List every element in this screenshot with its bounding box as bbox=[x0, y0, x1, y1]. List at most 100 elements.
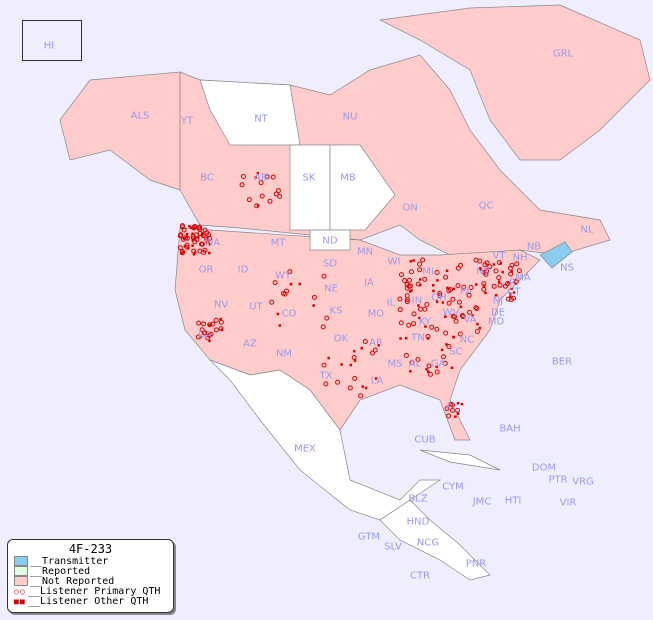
listener-other-marker bbox=[418, 278, 422, 281]
region-label-nv: NV bbox=[213, 299, 229, 311]
square-icon: ■■ bbox=[14, 596, 26, 606]
region-label-blz: BLZ bbox=[408, 493, 428, 505]
listener-primary-marker bbox=[321, 273, 327, 279]
listener-other-marker bbox=[408, 290, 412, 293]
listener-primary-marker bbox=[407, 277, 413, 283]
listener-primary-marker bbox=[210, 321, 216, 327]
listener-primary-marker bbox=[467, 309, 473, 315]
region-label-ctr: CTR bbox=[409, 570, 431, 582]
listener-primary-marker bbox=[446, 413, 452, 419]
not-reported-swatch bbox=[14, 576, 28, 586]
listener-primary-marker bbox=[246, 197, 252, 203]
listener-primary-marker bbox=[422, 276, 428, 282]
listener-primary-marker bbox=[411, 321, 417, 327]
listener-other-marker bbox=[452, 335, 455, 339]
listener-primary-marker bbox=[450, 296, 456, 302]
cuba bbox=[419, 449, 501, 471]
listener-primary-marker bbox=[397, 296, 403, 302]
listener-other-marker bbox=[192, 253, 196, 256]
region-label-bah: BAH bbox=[499, 423, 521, 435]
region-label-mt: MT bbox=[270, 237, 286, 249]
listener-primary-marker bbox=[511, 295, 517, 301]
listener-markers bbox=[177, 172, 522, 419]
listener-primary-marker bbox=[434, 326, 440, 332]
region-label-ga: GA bbox=[430, 358, 446, 370]
listener-primary-marker bbox=[487, 264, 493, 270]
listener-primary-marker bbox=[273, 191, 279, 197]
listener-primary-marker bbox=[497, 282, 503, 288]
region-label-nd: ND bbox=[322, 235, 338, 247]
listener-other-marker bbox=[432, 289, 435, 293]
listener-other-marker bbox=[364, 386, 368, 390]
listener-other-marker bbox=[409, 260, 413, 263]
listener-other-marker bbox=[349, 363, 353, 367]
listener-other-marker bbox=[435, 300, 439, 303]
listener-primary-marker bbox=[417, 267, 423, 273]
listener-other-marker bbox=[312, 304, 315, 307]
region-label-pnr: PNR bbox=[465, 558, 487, 570]
listener-primary-marker bbox=[180, 236, 186, 242]
listener-primary-marker bbox=[320, 324, 326, 330]
listener-other-marker bbox=[509, 295, 512, 298]
listener-primary-marker bbox=[324, 315, 330, 321]
listener-primary-marker bbox=[461, 284, 467, 290]
listener-primary-marker bbox=[473, 257, 479, 263]
listener-other-marker bbox=[454, 415, 457, 418]
listener-primary-marker bbox=[284, 288, 290, 294]
region-label-nt: NT bbox=[254, 113, 268, 125]
listener-other-marker bbox=[450, 366, 454, 370]
listener-primary-marker bbox=[458, 262, 464, 268]
listener-other-marker bbox=[182, 250, 186, 254]
listener-primary-marker bbox=[258, 180, 264, 186]
greenland bbox=[378, 4, 651, 161]
listener-primary-marker bbox=[425, 333, 431, 339]
listener-other-marker bbox=[208, 324, 211, 327]
listener-primary-marker bbox=[201, 321, 207, 327]
listener-primary-marker bbox=[369, 350, 375, 356]
listener-primary-marker bbox=[206, 332, 212, 338]
listener-primary-marker bbox=[177, 233, 183, 239]
listener-other-marker bbox=[501, 270, 504, 274]
listener-primary-marker bbox=[196, 320, 202, 326]
region-label-de: DE bbox=[490, 307, 506, 319]
listener-primary-marker bbox=[272, 280, 278, 286]
listener-primary-marker bbox=[474, 328, 480, 334]
listener-primary-marker bbox=[426, 363, 432, 369]
legend-transmitter: __Transmitter bbox=[8, 556, 173, 567]
listener-other-marker bbox=[510, 270, 513, 273]
region-label-al: AL bbox=[408, 358, 422, 370]
listener-primary-marker bbox=[516, 268, 522, 274]
legend-not-reported-label: __Not Reported bbox=[30, 575, 115, 587]
listener-other-marker bbox=[327, 356, 330, 360]
listener-primary-marker bbox=[450, 313, 456, 319]
usa bbox=[174, 227, 541, 441]
listener-primary-marker bbox=[213, 317, 219, 323]
region-label-nl: NL bbox=[580, 224, 594, 236]
listener-primary-marker bbox=[411, 311, 417, 317]
listener-other-marker bbox=[436, 279, 439, 282]
listener-other-marker bbox=[482, 284, 486, 287]
region-label-nb: NB bbox=[526, 241, 542, 253]
region-label-wy: WY bbox=[275, 270, 291, 282]
region-label-sk: SK bbox=[302, 172, 316, 184]
listener-other-marker bbox=[417, 304, 420, 307]
listener-other-marker bbox=[456, 401, 460, 405]
listener-primary-marker bbox=[199, 241, 205, 247]
listener-primary-marker bbox=[446, 343, 452, 349]
region-label-gtm: GTM bbox=[357, 531, 381, 543]
listener-primary-marker bbox=[407, 283, 413, 289]
region-label-md: MD bbox=[487, 316, 505, 328]
listener-primary-marker bbox=[448, 401, 454, 407]
hawaii-inset bbox=[22, 20, 82, 61]
listener-primary-marker bbox=[270, 174, 276, 180]
listener-other-marker bbox=[471, 314, 474, 317]
listener-primary-marker bbox=[513, 279, 519, 285]
region-label-hnd: HND bbox=[406, 516, 430, 528]
region-label-or: OR bbox=[198, 264, 214, 276]
region-label-wi: WI bbox=[387, 256, 401, 268]
listener-primary-marker bbox=[468, 285, 474, 291]
listener-primary-marker bbox=[277, 193, 283, 199]
region-label-va: VA bbox=[463, 314, 477, 326]
region-label-ca: CA bbox=[198, 329, 212, 341]
